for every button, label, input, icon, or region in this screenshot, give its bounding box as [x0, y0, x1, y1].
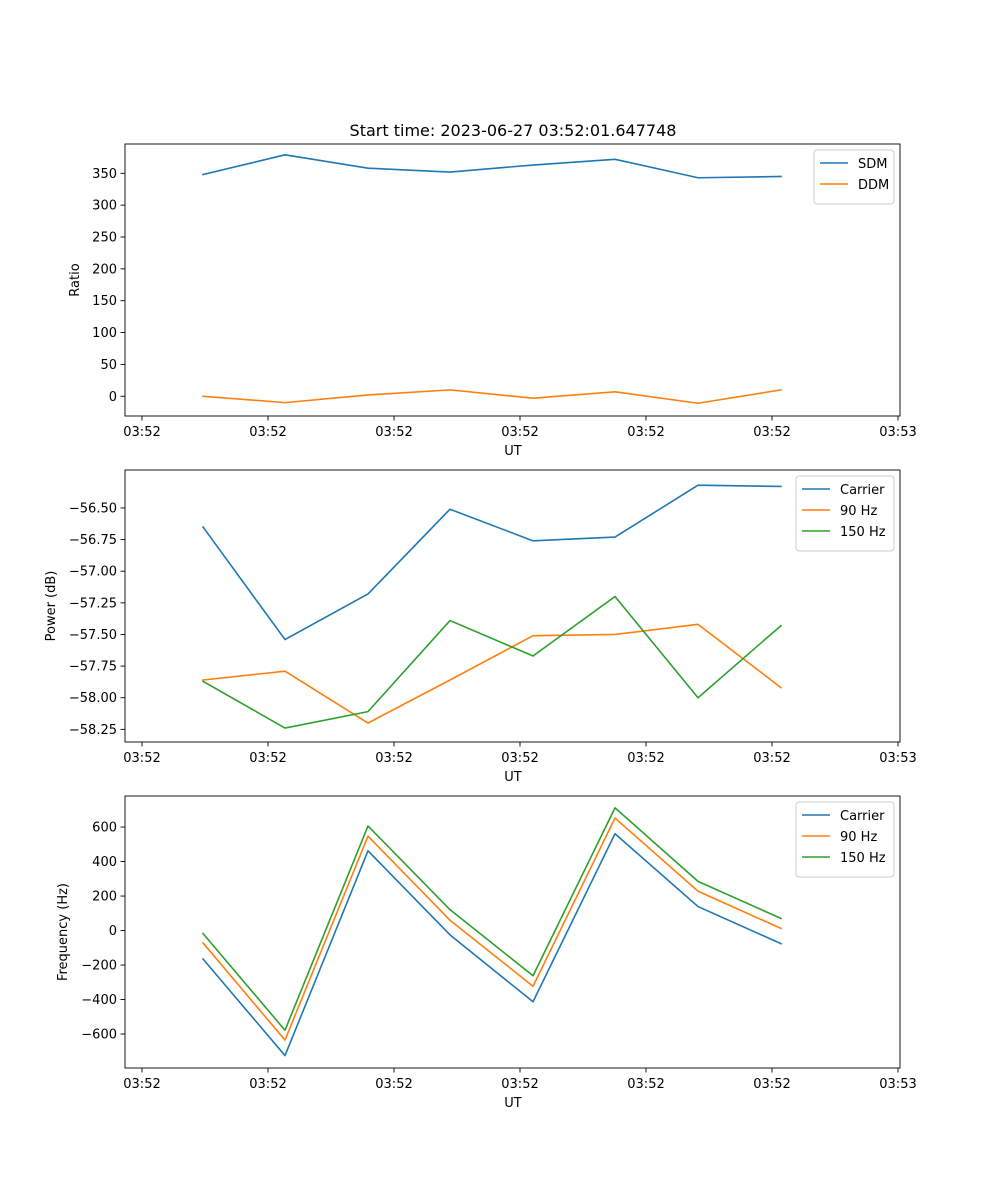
legend: Carrier 90 Hz 150 Hz [795, 475, 895, 552]
y-axis-label: Frequency (Hz) [56, 883, 71, 981]
series-line-1 [202, 154, 782, 179]
y-tick-label: 250 [92, 231, 117, 246]
legend-label: 150 Hz [840, 525, 886, 540]
figure-title: Start time: 2023-06-27 03:52:01.647748 [350, 121, 677, 140]
y-ticks: −58.25 −58.00 −57.75 −57.50 −57.25 −57.00 −56.… [69, 501, 125, 738]
subplots: 03:52 03:52 03:52 03:52 03:52 03:52 03:53 0 50 10… [44, 143, 917, 1111]
series-line-2 [202, 388, 782, 405]
legend: Carrier 90 Hz 150 Hz [795, 801, 895, 878]
y-tick-label: −57.50 [69, 628, 117, 643]
x-tick-label: 03:53 [879, 751, 916, 766]
y-axis-label: Power (dB) [44, 571, 59, 642]
x-tick-label: 03:52 [501, 1077, 538, 1092]
legend-label: Carrier [840, 483, 885, 498]
x-tick-label: 03:52 [753, 751, 790, 766]
series-lines [201, 807, 783, 1057]
subplot-3: 03:52 03:52 03:52 03:52 03:52 03:52 03:53−600−… [56, 795, 917, 1111]
series-lines [202, 154, 782, 405]
y-tick-label: 200 [92, 890, 117, 905]
y-tick-label: 200 [92, 262, 117, 277]
y-tick-label: 0 [109, 390, 117, 405]
legend-box [795, 801, 895, 878]
x-tick-label: 03:52 [249, 751, 286, 766]
y-axis-label: Ratio [68, 263, 83, 296]
series-line-1 [201, 484, 782, 641]
x-tick-label: 03:52 [123, 425, 160, 440]
x-tick-label: 03:52 [627, 751, 664, 766]
y-tick-label: −200 [81, 959, 117, 974]
legend-label: Carrier [840, 809, 885, 824]
legend-label: 90 Hz [840, 504, 877, 519]
x-ticks: 03:52 03:52 03:52 03:52 03:52 03:52 03:53 [123, 1068, 917, 1092]
y-tick-label: −56.50 [69, 501, 117, 516]
y-tick-label: 300 [92, 199, 117, 214]
y-tick-label: −57.00 [69, 565, 117, 580]
y-tick-label: 50 [100, 358, 117, 373]
y-tick-label: −58.25 [69, 723, 117, 738]
x-axis-label: UT [504, 770, 522, 785]
y-tick-label: 0 [109, 924, 117, 939]
axes-frame [124, 469, 901, 743]
subplot-2: 03:52 03:52 03:52 03:52 03:52 03:52 03:53 −58.2… [44, 469, 917, 785]
x-tick-label: 03:52 [627, 1077, 664, 1092]
legend-label: 150 Hz [840, 851, 886, 866]
y-tick-label: −56.75 [69, 533, 117, 548]
series-line-2 [202, 623, 783, 724]
x-tick-label: 03:52 [123, 1077, 160, 1092]
legend-label: 90 Hz [840, 830, 877, 845]
axes-frame [124, 795, 901, 1069]
legend: SDM DDM [813, 149, 895, 205]
x-tick-label: 03:53 [879, 1077, 916, 1092]
series-line-1 [201, 832, 783, 1057]
y-tick-label: −58.00 [69, 691, 117, 706]
y-tick-label: 400 [92, 855, 117, 870]
y-tick-label: 150 [92, 294, 117, 309]
y-ticks: 0 50 100 150 200 250 300 350 [92, 167, 125, 405]
legend-box [795, 475, 895, 552]
y-tick-label: −57.75 [69, 660, 117, 675]
x-tick-label: 03:52 [249, 1077, 286, 1092]
y-tick-label: −57.25 [69, 596, 117, 611]
series-line-3 [201, 807, 783, 1032]
series-line-2 [201, 817, 783, 1041]
legend-label: SDM [858, 157, 887, 172]
y-tick-label: −400 [81, 993, 117, 1008]
y-tick-label: −600 [81, 1028, 117, 1043]
series-line-3 [201, 595, 783, 729]
series-lines [201, 484, 783, 729]
x-ticks: 03:52 03:52 03:52 03:52 03:52 03:52 03:53 [123, 742, 917, 766]
x-ticks: 03:52 03:52 03:52 03:52 03:52 03:52 03:53 [123, 416, 917, 440]
x-tick-label: 03:52 [501, 425, 538, 440]
x-tick-label: 03:52 [501, 751, 538, 766]
x-tick-label: 03:53 [879, 425, 916, 440]
x-axis-label: UT [504, 444, 522, 459]
axes-frame [124, 143, 901, 417]
x-tick-label: 03:52 [249, 425, 286, 440]
x-tick-label: 03:52 [375, 751, 412, 766]
x-tick-label: 03:52 [375, 1077, 412, 1092]
y-tick-label: 100 [92, 326, 117, 341]
x-tick-label: 03:52 [753, 425, 790, 440]
subplot-1: 03:52 03:52 03:52 03:52 03:52 03:52 03:53 0 50 10… [68, 143, 917, 459]
x-tick-label: 03:52 [627, 425, 664, 440]
x-tick-label: 03:52 [753, 1077, 790, 1092]
y-tick-label: 350 [92, 167, 117, 182]
legend-label: DDM [858, 178, 889, 193]
y-ticks: −600 −400 −200 0 200 400 600 [81, 821, 125, 1043]
x-axis-label: UT [504, 1096, 522, 1111]
x-tick-label: 03:52 [123, 751, 160, 766]
x-tick-label: 03:52 [375, 425, 412, 440]
y-tick-label: 600 [92, 821, 117, 836]
